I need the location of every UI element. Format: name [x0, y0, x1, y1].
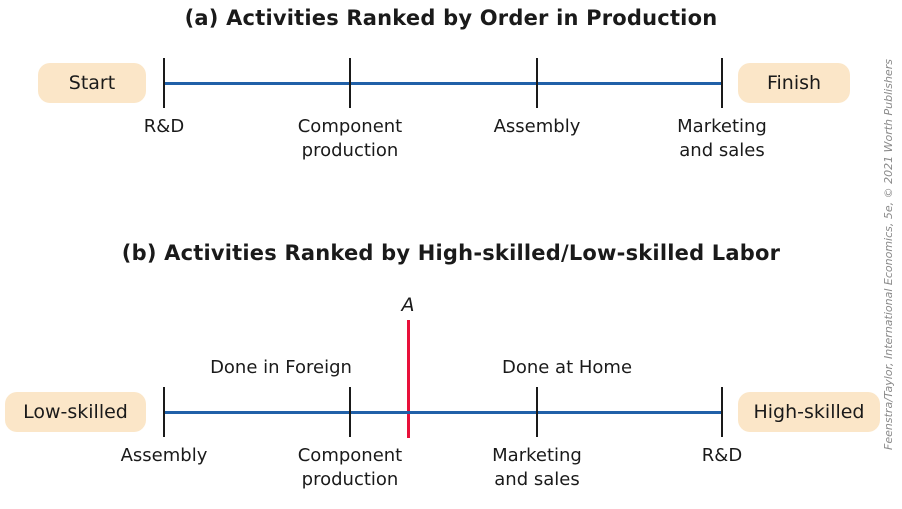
panel-b-label-component: Component production — [297, 445, 403, 490]
panel-b-label-assembly: Assembly — [120, 445, 208, 466]
panel-a-tick-1 — [163, 58, 165, 108]
panel-b-label-rd: R&D — [701, 445, 743, 466]
region-label-foreign: Done in Foreign — [210, 357, 352, 378]
high-skilled-pill: High-skilled — [738, 392, 880, 432]
panel-a-label-rd: R&D — [143, 116, 185, 137]
panel-a-tick-4 — [721, 58, 723, 108]
panel-a-label-assembly: Assembly — [493, 116, 581, 137]
panel-b-tick-3 — [536, 387, 538, 437]
panel-b-title: (b) Activities Ranked by High-skilled/Lo… — [121, 241, 781, 265]
panel-a-label-marketing: Marketing and sales — [677, 116, 767, 161]
panel-a-label-component: Component production — [297, 116, 403, 161]
panel-a-tick-2 — [349, 58, 351, 108]
panel-b-tick-2 — [349, 387, 351, 437]
panel-a-title: (a) Activities Ranked by Order in Produc… — [184, 6, 718, 30]
cutoff-marker-line — [407, 320, 410, 438]
start-pill: Start — [38, 63, 146, 103]
panel-a-axis — [163, 82, 723, 85]
publisher-credit: Feenstra/Taylor, International Economics… — [881, 59, 895, 450]
finish-pill: Finish — [738, 63, 850, 103]
panel-b-label-marketing: Marketing and sales — [492, 445, 582, 490]
panel-b-axis — [163, 411, 723, 414]
panel-b-tick-4 — [721, 387, 723, 437]
low-skilled-pill: Low-skilled — [5, 392, 146, 432]
region-label-home: Done at Home — [501, 357, 633, 378]
panel-a-tick-3 — [536, 58, 538, 108]
panel-b-tick-1 — [163, 387, 165, 437]
marker-label-a: A — [401, 294, 415, 316]
